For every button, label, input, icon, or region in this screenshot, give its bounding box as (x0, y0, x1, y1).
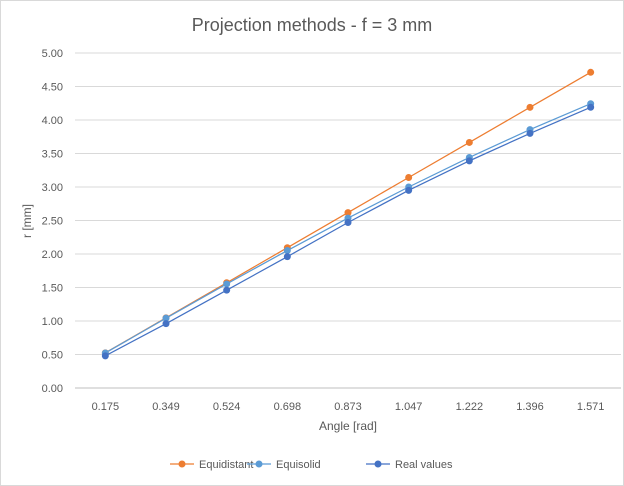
legend-marker (255, 460, 263, 468)
y-axis-title: r [mm] (20, 204, 34, 238)
x-tick-labels: 0.175 0.349 0.524 0.698 0.873 1.047 1.222 1.396… (92, 401, 605, 413)
legend-marker (374, 460, 382, 468)
x-axis-title: Angle [rad] (319, 419, 377, 433)
x-tick-label: 0.873 (334, 401, 362, 413)
data-point (465, 138, 473, 146)
data-point (283, 247, 291, 255)
gridlines (75, 52, 621, 389)
legend-label: Equisolid (276, 459, 321, 471)
y-tick-labels: 0.00 0.50 1.00 1.50 2.00 2.50 3.00 3.50 4.00 4.50… (42, 48, 63, 395)
x-tick-label: 0.175 (92, 401, 120, 413)
y-tick-label: 2.00 (42, 249, 63, 261)
legend-item: Equidistant (170, 459, 253, 471)
series-line (105, 103, 591, 354)
data-point (101, 352, 109, 360)
y-tick-label: 5.00 (42, 48, 63, 60)
y-tick-label: 1.00 (42, 316, 63, 328)
y-tick-label: 4.00 (42, 115, 63, 127)
y-tick-label: 1.50 (42, 283, 63, 295)
legend-item: Real values (366, 459, 453, 471)
legend-marker (178, 460, 186, 468)
x-tick-label: 0.524 (213, 401, 241, 413)
y-tick-label: 0.50 (42, 350, 63, 362)
data-point (526, 129, 534, 137)
data-point (344, 209, 352, 217)
x-tick-label: 1.047 (395, 401, 423, 413)
chart-title: Projection methods - f = 3 mm (192, 15, 433, 35)
data-point (405, 186, 413, 194)
data-point (344, 219, 352, 227)
legend-item: Equisolid (247, 459, 321, 471)
series-real-values (101, 103, 595, 360)
legend: Equidistant Equisolid Real values (170, 459, 453, 471)
data-point (162, 314, 170, 322)
data-point (223, 286, 231, 294)
data-point (283, 253, 291, 261)
data-point (587, 68, 595, 76)
y-tick-label: 3.50 (42, 149, 63, 161)
data-point (223, 280, 231, 288)
y-tick-label: 4.50 (42, 82, 63, 94)
x-tick-label: 0.349 (152, 401, 180, 413)
data-point (405, 173, 413, 181)
x-tick-label: 0.698 (274, 401, 302, 413)
x-tick-label: 1.571 (577, 401, 605, 413)
legend-label: Real values (395, 459, 453, 471)
y-tick-label: 0.00 (42, 383, 63, 395)
data-point (587, 103, 595, 111)
y-tick-label: 2.50 (42, 216, 63, 228)
series-group (101, 68, 595, 360)
legend-label: Equidistant (199, 459, 253, 471)
x-tick-label: 1.396 (516, 401, 544, 413)
data-point (162, 320, 170, 328)
data-point (526, 103, 534, 111)
y-tick-label: 3.00 (42, 182, 63, 194)
series-line (105, 106, 591, 357)
x-tick-label: 1.222 (456, 401, 484, 413)
data-point (465, 157, 473, 165)
